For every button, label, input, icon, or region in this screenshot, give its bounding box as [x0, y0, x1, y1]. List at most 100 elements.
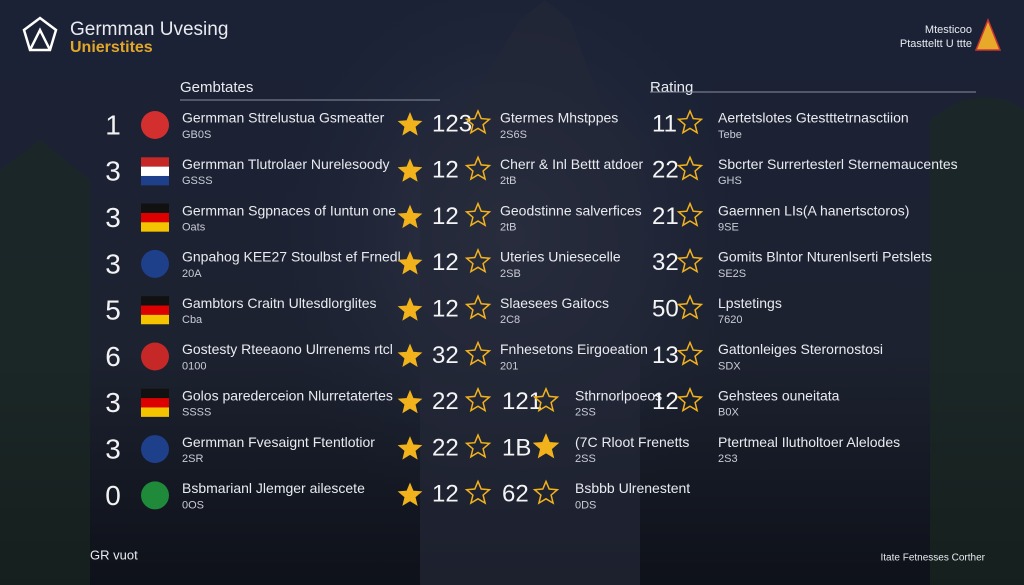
flag: [141, 435, 169, 464]
score: 22: [432, 388, 459, 415]
university-name: Germman Fvesaignt Ftentlotior: [182, 434, 375, 450]
detail-name: Gaernnen LIs(A hanertsctoros): [718, 202, 909, 218]
detail-sub: B0X: [718, 407, 739, 419]
star-icon: [532, 386, 560, 413]
flag-stripe: [141, 314, 169, 325]
star-icon: [464, 479, 492, 505]
star-icon: [676, 294, 704, 320]
detail-sub: GHS: [718, 175, 742, 187]
rating-score: 22: [652, 157, 679, 184]
program-name: Cherr & Inl Bettt atdoer: [500, 156, 644, 172]
score: 12: [432, 249, 459, 276]
flag: [141, 111, 169, 139]
program-name: Fnhesetons Eirgoeation: [500, 341, 648, 357]
program-sub: 2SS: [575, 407, 596, 419]
corner-icon: [974, 17, 1002, 51]
university-name: Golos parederceion Nlurretatertes: [182, 388, 393, 404]
program-sub: 0DS: [575, 499, 596, 511]
logo: [22, 16, 58, 52]
rank: 3: [105, 248, 121, 279]
program-name: Slaesees Gaitocs: [500, 295, 609, 311]
flag: [141, 342, 169, 371]
flag-stripe: [141, 296, 169, 306]
detail-name: Gattonleiges Sterornostosi: [718, 341, 883, 357]
score: 12: [432, 296, 459, 323]
detail-name: Gomits Blntor Nturenlserti Petslets: [718, 249, 932, 265]
rating-score: 13: [652, 342, 679, 369]
star-icon: [464, 386, 492, 413]
program-name: (7C Rloot Frenetts: [575, 434, 689, 450]
star-icon: [464, 294, 492, 320]
star-icon: [464, 201, 492, 227]
university-sub: 0100: [182, 360, 206, 372]
star-icon: [464, 109, 492, 135]
star-icon: [676, 247, 704, 274]
flag-stripe: [141, 305, 169, 315]
score: 22: [432, 434, 459, 461]
detail-sub: SDX: [718, 360, 741, 372]
program-sub: 2SS: [575, 453, 596, 465]
star-icon: [397, 112, 423, 136]
footer-text: GR vuot: [90, 547, 138, 562]
rank: 0: [105, 480, 121, 511]
detail-name: Sbcrter Surrertesterl Sternemaucentes: [718, 156, 958, 172]
program-sub: 2C8: [500, 314, 520, 326]
star-icon: [676, 155, 704, 181]
detail-sub: Tebe: [718, 129, 742, 141]
rank: 3: [105, 156, 121, 187]
star-icon: [397, 297, 423, 321]
flag: [141, 249, 169, 278]
rating-score: 11: [652, 110, 677, 137]
flag-stripe: [141, 212, 169, 223]
program-sub: 201: [500, 360, 518, 372]
program-name: Uteries Uniesecelle: [500, 249, 621, 265]
tower-silhouette: [420, 0, 640, 585]
program-sub: 2SB: [500, 268, 521, 280]
app-subtitle: Unierstites: [70, 39, 153, 56]
program-name: Sthrnorlpoeos: [575, 388, 662, 404]
score: 1B: [502, 434, 531, 461]
university-sub: 0OS: [182, 499, 204, 511]
university-sub: GSSS: [182, 175, 213, 187]
column-header: Rating: [650, 79, 693, 96]
star-icon: [676, 109, 704, 135]
star-icon: [397, 389, 423, 414]
university-sub: GB0S: [182, 129, 211, 141]
detail-name: Lpstetings: [718, 295, 782, 311]
star-icon: [464, 340, 492, 366]
star-icon: [532, 479, 560, 505]
flag-stripe: [141, 407, 169, 417]
score: 12: [432, 157, 459, 184]
university-name: Gnpahog KEE27 Stoulbst ef Frnedl: [182, 249, 401, 265]
flag-stripe: [141, 222, 169, 232]
detail-sub: 7620: [718, 314, 742, 326]
star-icon: [676, 386, 704, 413]
detail-sub: 9SE: [718, 222, 739, 234]
detail-sub: SE2S: [718, 268, 746, 280]
university-sub: Cba: [182, 314, 203, 326]
footer-text: Itate Fetnesses Corther: [881, 553, 986, 564]
corner-text: Ptastteltt U ttte: [900, 38, 972, 50]
university-name: Germman Sttrelustua Gsmeatter: [182, 110, 385, 126]
university-name: Gambtors Craitn Ultesdlorglites: [182, 295, 377, 311]
score: 121: [502, 388, 542, 415]
university-name: Gostesty Rteeaono Ulrrenems rtcl: [182, 341, 393, 357]
score: 32: [432, 342, 459, 369]
detail-name: Gehstees ouneitata: [718, 388, 840, 404]
detail-name: Aertetslotes Gtestttetrnasctiion: [718, 110, 909, 126]
rating-score: 12: [652, 388, 679, 415]
detail-sub: 2S3: [718, 453, 738, 465]
flag-stripe: [141, 398, 169, 408]
university-sub: 2SR: [182, 453, 203, 465]
score: 12: [432, 481, 459, 508]
program-name: Bsbbb Ulrenestent: [575, 480, 690, 496]
star-icon: [676, 340, 704, 366]
star-icon: [397, 482, 423, 506]
star-icon: [397, 250, 423, 275]
app-title: Germman Uvesing: [70, 19, 228, 40]
star-icon: [532, 433, 560, 459]
flag-stripe: [141, 203, 169, 213]
program-sub: 2S6S: [500, 129, 527, 141]
